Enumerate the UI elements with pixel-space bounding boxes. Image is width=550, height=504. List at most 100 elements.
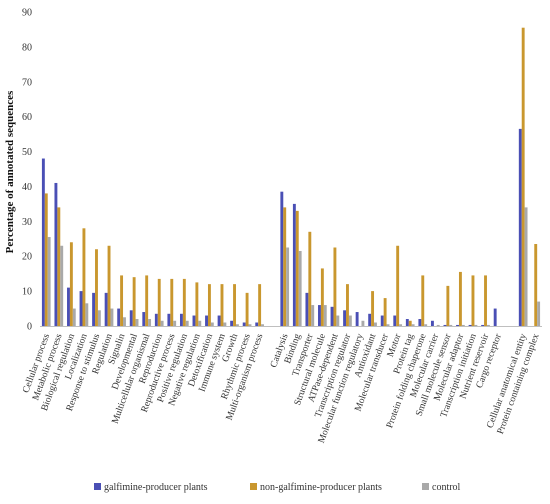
bar: [192, 315, 196, 326]
legend-swatch: [94, 483, 101, 490]
bar: [230, 320, 234, 326]
bar: [456, 324, 459, 326]
legend: galfimine-producer plants non-galfimine-p…: [94, 482, 461, 493]
legend-label: control: [432, 482, 461, 493]
bar: [305, 292, 309, 326]
bar: [145, 275, 149, 326]
bar: [418, 319, 422, 326]
legend-swatch: [250, 483, 257, 490]
bar: [386, 324, 390, 326]
bar: [220, 284, 224, 326]
bar: [207, 284, 211, 326]
bar: [396, 245, 400, 326]
y-tick-label: 30: [22, 217, 32, 228]
bar: [318, 305, 321, 326]
bar: [280, 191, 284, 326]
bar: [261, 324, 264, 326]
y-tick-label: 50: [22, 147, 32, 158]
bar: [142, 312, 146, 326]
bar: [154, 313, 158, 326]
legend-label: non-galfimine-producer plants: [260, 482, 382, 493]
bar: [242, 322, 246, 326]
bar: [524, 207, 528, 326]
bar: [446, 285, 450, 326]
bar: [79, 291, 83, 326]
bar: [110, 308, 114, 326]
bar: [436, 324, 440, 326]
bar: [408, 320, 412, 326]
bar: [399, 324, 403, 326]
bar: [248, 324, 252, 326]
y-tick-label: 70: [22, 77, 32, 88]
bar: [348, 315, 352, 326]
bar: [195, 282, 199, 326]
bar: [474, 324, 478, 326]
bar: [361, 320, 365, 326]
bar: [82, 228, 86, 326]
bar: [185, 320, 189, 326]
bar: [60, 245, 64, 326]
bar: [123, 317, 126, 326]
bar: [217, 315, 221, 326]
bar: [374, 322, 377, 326]
bar: [295, 210, 299, 326]
bar: [223, 322, 227, 326]
bar: [471, 275, 475, 326]
bar: [97, 310, 101, 326]
bar: [518, 128, 522, 326]
bar: [521, 27, 525, 326]
bar: [421, 275, 425, 326]
bar: [69, 242, 73, 326]
bar: [286, 247, 290, 326]
bar: [104, 292, 108, 326]
bar: [148, 319, 152, 326]
bar: [383, 298, 387, 326]
bar: [182, 278, 186, 326]
bar: [333, 247, 337, 326]
legend-label: galfimine-producer plants: [104, 482, 208, 493]
bar: [245, 292, 249, 326]
bar: [484, 275, 487, 326]
bar: [537, 301, 541, 326]
bar: [132, 277, 136, 326]
bar: [107, 245, 111, 326]
bar: [405, 319, 409, 326]
bar: [160, 320, 164, 326]
bar: [481, 324, 485, 326]
bar: [205, 315, 208, 326]
bar: [44, 193, 48, 326]
bar: [233, 284, 236, 326]
bar: [283, 207, 287, 326]
bar: [41, 158, 45, 326]
bar: [167, 313, 171, 326]
y-tick-label: 40: [22, 182, 32, 193]
bars: [41, 27, 541, 326]
bar: [443, 324, 447, 326]
bar: [468, 324, 472, 326]
bar: [308, 231, 312, 326]
bar: [355, 312, 359, 326]
bar: [173, 320, 177, 326]
bar: [258, 284, 262, 326]
bar: [95, 249, 98, 326]
y-tick-label: 60: [22, 112, 32, 123]
bar: [120, 275, 124, 326]
bar: [371, 291, 375, 326]
bar: [67, 287, 70, 326]
bar: [311, 305, 315, 326]
bar: [292, 203, 296, 326]
bar: [411, 324, 415, 326]
bar: [346, 284, 349, 326]
bar: [380, 315, 384, 326]
bar: [343, 310, 347, 326]
y-axis-title: Percentage of annotated sequences: [4, 90, 16, 253]
bar: [461, 324, 465, 326]
y-axis-ticks: 0 10 20 30 40 50 60 70 80 90: [22, 8, 32, 333]
bar: [368, 313, 372, 326]
bar: [330, 306, 334, 326]
bar: [157, 278, 161, 326]
bar: [336, 315, 340, 326]
bar: [534, 244, 538, 326]
